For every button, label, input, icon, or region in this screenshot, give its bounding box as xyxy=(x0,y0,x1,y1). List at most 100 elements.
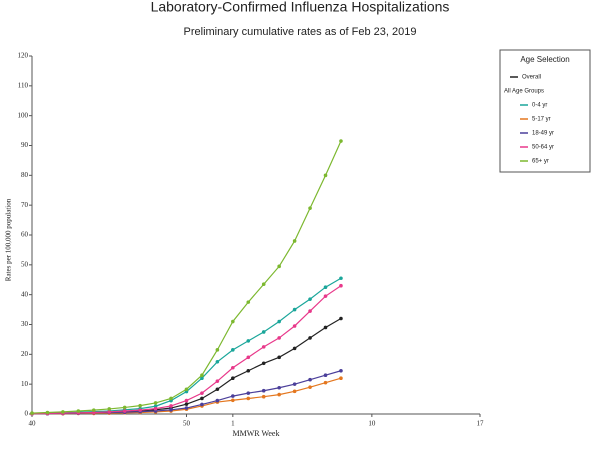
point xyxy=(169,396,173,401)
point xyxy=(215,398,220,403)
legend-box xyxy=(499,49,591,173)
point xyxy=(76,409,81,413)
point xyxy=(107,410,112,414)
point xyxy=(339,316,343,321)
x-tick-label: 17 xyxy=(477,420,485,428)
point xyxy=(261,345,266,349)
point xyxy=(308,309,312,313)
point xyxy=(339,283,343,288)
point xyxy=(323,173,328,178)
point xyxy=(184,406,189,410)
point xyxy=(169,404,173,408)
point xyxy=(246,355,251,360)
point xyxy=(261,388,266,393)
y-tick-label: 40 xyxy=(21,290,29,298)
legend-label[interactable]: 5-17 yr xyxy=(532,117,551,123)
point xyxy=(184,402,189,406)
point xyxy=(323,380,328,385)
point xyxy=(308,336,312,340)
y-tick-label: 90 xyxy=(21,141,29,149)
y-tick-label: 30 xyxy=(21,320,29,328)
x-tick-label: 50 xyxy=(183,420,191,428)
point xyxy=(277,336,281,340)
point xyxy=(169,408,173,412)
point xyxy=(261,330,266,334)
point xyxy=(323,325,328,330)
y-axis-label: Rates per 100,000 population xyxy=(5,198,13,281)
point xyxy=(323,285,328,290)
point xyxy=(323,294,328,298)
point xyxy=(308,377,312,382)
series-line xyxy=(31,140,342,414)
point xyxy=(292,389,297,394)
point xyxy=(277,385,281,390)
point xyxy=(339,139,343,143)
legend-label[interactable]: 18-49 yr xyxy=(532,131,554,137)
y-tick-label: 60 xyxy=(21,231,29,239)
x-tick-label: 40 xyxy=(29,420,37,428)
point xyxy=(246,300,251,304)
point xyxy=(91,408,96,412)
legend-title: Age Selection xyxy=(520,55,569,64)
point xyxy=(61,410,65,414)
point xyxy=(184,387,189,392)
point xyxy=(30,411,34,415)
chart-title: Laboratory-Confirmed Influenza Hospitali… xyxy=(151,0,450,15)
point xyxy=(200,391,204,395)
legend-label[interactable]: 50-64 yr xyxy=(532,145,554,151)
point xyxy=(292,346,297,351)
legend-label[interactable]: 0-4 yr xyxy=(532,103,547,109)
point xyxy=(138,403,142,408)
legend-label[interactable]: 65+ yr xyxy=(532,159,549,165)
point xyxy=(45,410,50,415)
point xyxy=(323,373,328,378)
point xyxy=(308,206,312,210)
point xyxy=(277,392,281,397)
point xyxy=(292,324,297,328)
point xyxy=(292,382,297,386)
y-tick-label: 120 xyxy=(18,52,29,60)
point xyxy=(339,376,343,381)
y-tick-label: 0 xyxy=(25,410,29,418)
legend-group-label: All Age Groups xyxy=(504,89,544,95)
point xyxy=(231,365,235,370)
point xyxy=(200,373,204,378)
y-tick-label: 50 xyxy=(21,260,29,268)
point xyxy=(122,409,127,413)
point xyxy=(308,385,312,389)
point xyxy=(246,391,251,395)
point xyxy=(339,368,343,373)
x-axis-label: MMWR Week xyxy=(233,429,280,438)
point xyxy=(215,387,220,392)
legend-label[interactable]: Overall xyxy=(522,75,541,81)
point xyxy=(231,319,235,324)
point xyxy=(246,339,251,343)
point xyxy=(277,319,281,324)
point xyxy=(200,376,204,381)
point xyxy=(107,407,112,411)
y-tick-label: 70 xyxy=(21,201,29,209)
point xyxy=(231,394,235,398)
point xyxy=(231,348,235,352)
point xyxy=(138,408,142,412)
y-tick-label: 100 xyxy=(18,111,29,119)
y-tick-label: 20 xyxy=(21,350,29,358)
point xyxy=(339,276,343,281)
point xyxy=(277,264,281,269)
x-tick-label: 10 xyxy=(368,420,376,428)
point xyxy=(292,239,297,243)
y-tick-label: 80 xyxy=(21,171,29,179)
x-tick-label: 1 xyxy=(231,420,235,428)
point xyxy=(261,394,266,399)
point xyxy=(153,401,158,405)
point xyxy=(308,297,312,301)
point xyxy=(246,368,251,373)
point xyxy=(122,405,127,410)
point xyxy=(200,402,204,407)
point xyxy=(261,282,266,287)
point xyxy=(292,307,297,312)
y-tick-label: 10 xyxy=(21,380,29,388)
point xyxy=(184,398,189,403)
point xyxy=(231,398,235,403)
